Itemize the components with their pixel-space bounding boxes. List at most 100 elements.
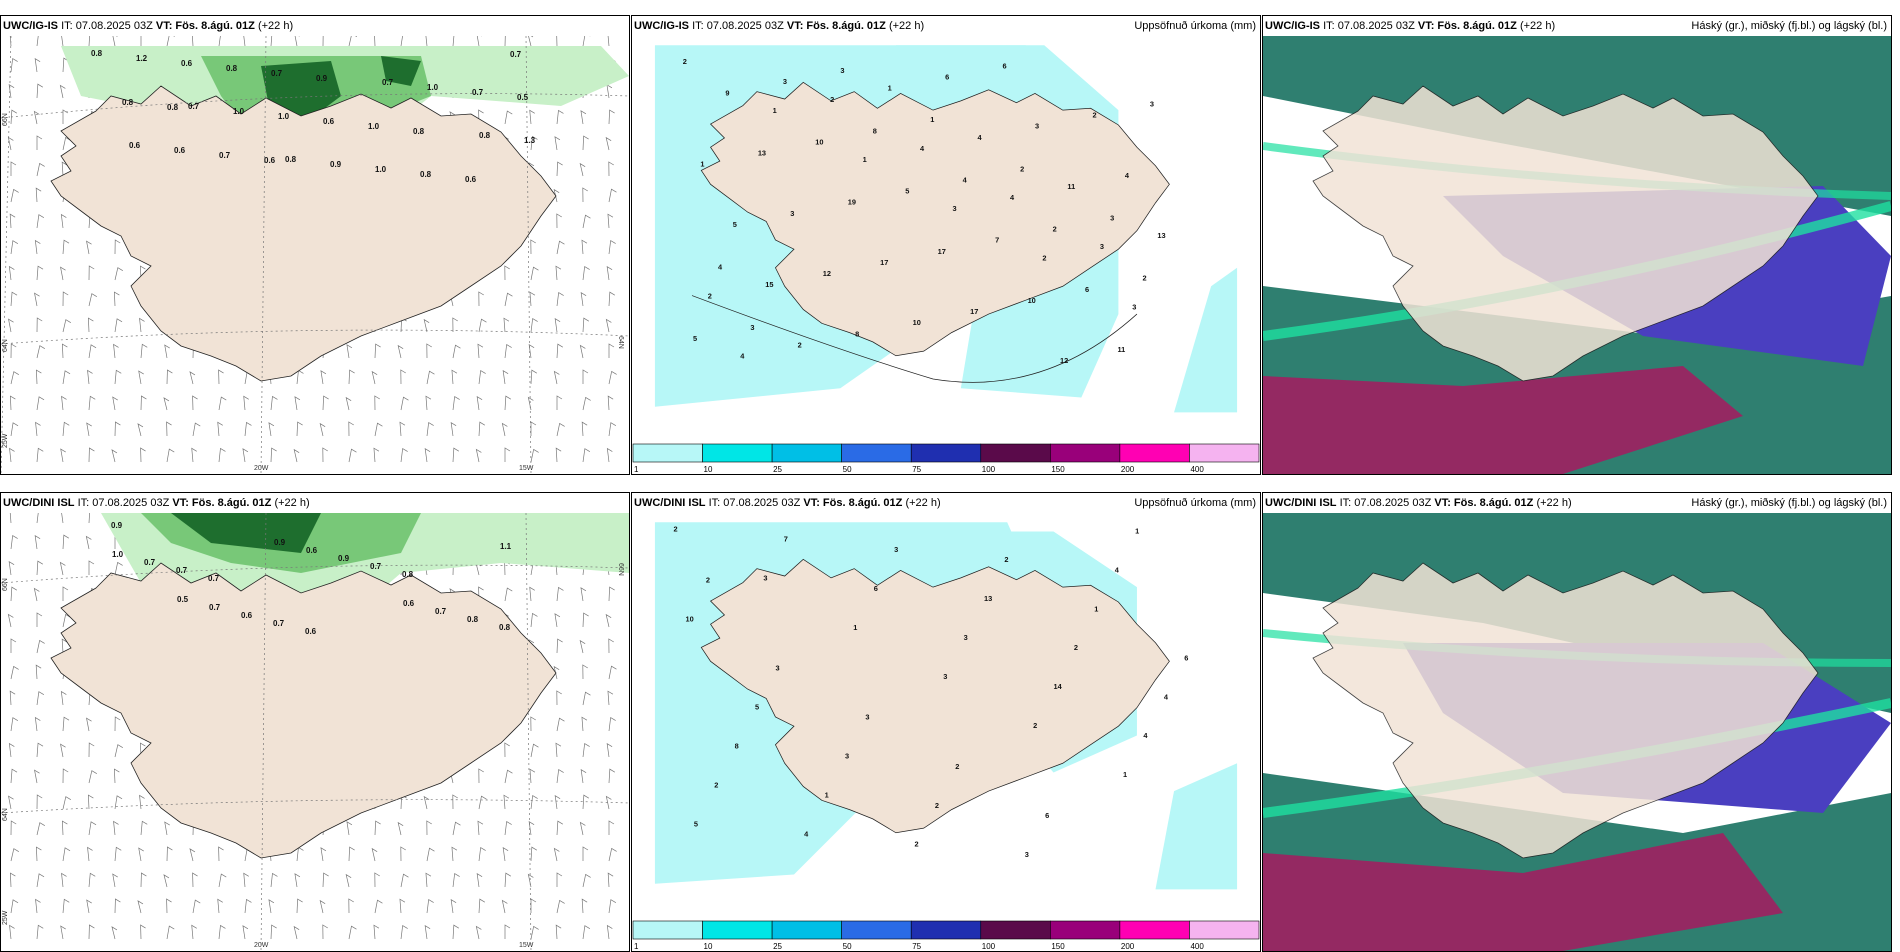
precip-value-label: 0.9	[330, 160, 342, 169]
precip-value-label: 9	[725, 88, 729, 97]
wind-barb	[556, 872, 563, 887]
wind-barb	[62, 421, 70, 437]
wind-barb	[582, 448, 591, 463]
wind-barb	[555, 265, 562, 281]
init-time: IT: 07.08.2025 03Z	[61, 20, 153, 32]
wind-barb	[478, 768, 484, 784]
wind-barb	[605, 136, 612, 151]
precip-value-label: 1.0	[278, 112, 290, 121]
wind-barb	[423, 318, 430, 333]
precip-value-label: 1	[888, 84, 892, 93]
wind-barb	[10, 638, 17, 653]
wind-barb	[556, 638, 563, 654]
wind-barb	[163, 397, 170, 411]
precip-value-label: 13	[984, 594, 992, 603]
wind-barb	[9, 395, 16, 411]
precip-value-label: 2	[914, 840, 918, 849]
wind-barb	[113, 768, 120, 784]
wind-barb	[580, 110, 587, 125]
wind-barb	[87, 369, 93, 385]
colorbar-swatch	[771, 920, 842, 940]
lat-label-66: 66N	[2, 578, 9, 591]
wind-precip-map: 0.8 0.7 0.8 0.7 0.8 1.2 1.0 0.9 1.0 1.3 0.6 1.0 1.0 0…	[1, 36, 629, 474]
wind-barb	[606, 266, 613, 281]
precip-value-label: 0.7	[144, 558, 156, 567]
wind-barb	[582, 265, 590, 281]
iceland-land	[700, 81, 1170, 357]
colorbar-swatch	[980, 443, 1051, 463]
panel-title: Háský (gr.), miðský (fj.bl.) og lágský (…	[1691, 20, 1887, 32]
wind-barb	[530, 925, 539, 940]
wind-barb	[348, 36, 358, 47]
wind-barb	[139, 742, 146, 758]
wind-barb	[477, 820, 484, 836]
wind-barb	[140, 924, 146, 940]
wind-barb	[36, 214, 45, 229]
precip-value-label: 2	[1074, 643, 1078, 652]
wind-barb	[10, 665, 19, 680]
wind-barb	[504, 292, 513, 307]
wind-barb	[478, 369, 486, 385]
wind-barb	[579, 639, 586, 654]
wind-barb	[294, 396, 301, 411]
wind-barb	[606, 743, 613, 758]
wind-barb	[294, 873, 301, 888]
init-time: IT: 07.08.2025 03Z	[1323, 20, 1415, 32]
precip-value-label: 14	[1054, 682, 1063, 691]
precip-value-label: 0.6	[181, 59, 193, 68]
precip-value-label: 0.8	[420, 170, 432, 179]
wind-barb	[580, 292, 587, 307]
wind-barb	[218, 36, 221, 47]
precip-value-label: 0.7	[271, 69, 283, 78]
wind-barb	[345, 873, 352, 888]
wind-barb	[111, 449, 118, 463]
colorbar-swatch	[632, 920, 703, 940]
precip-value-label: 12	[823, 269, 831, 278]
wind-barb	[35, 664, 42, 680]
wind-barb	[554, 795, 561, 810]
wind-barb	[348, 369, 355, 385]
wind-barb	[10, 422, 19, 437]
wind-barb	[529, 586, 535, 602]
precip-value-label: 1.2	[136, 54, 148, 63]
wind-barb	[88, 513, 90, 524]
lat-label-right: 64N	[617, 336, 624, 349]
wind-barb	[530, 612, 538, 628]
wind-barb	[556, 161, 563, 177]
wind-barb	[451, 846, 458, 862]
wind-barb	[61, 820, 68, 836]
precip-cyan-area-3	[1174, 267, 1238, 413]
wind-barb	[61, 872, 67, 888]
precip-value-label: 4	[1010, 193, 1015, 202]
iceland-land	[1312, 562, 1819, 859]
wind-barb	[85, 535, 92, 550]
precip-value-label: 0.6	[323, 117, 335, 126]
wind-barb	[530, 266, 539, 281]
wind-barb	[582, 612, 589, 628]
wind-barb	[114, 795, 123, 810]
precip-value-label: 3	[783, 77, 787, 86]
precip-value-label: 2	[708, 291, 712, 300]
wind-barb	[608, 586, 615, 602]
precip-value-label: 11	[1067, 182, 1075, 191]
wind-barb	[477, 343, 484, 359]
iceland-land	[1312, 85, 1819, 382]
wind-barb	[476, 396, 483, 411]
wind-barb	[62, 586, 69, 601]
wind-barb	[581, 239, 588, 255]
wind-barb	[606, 924, 613, 940]
precip-value-label: 4	[963, 175, 968, 184]
precip-value-label: 6	[1184, 653, 1188, 662]
wind-barb	[374, 899, 383, 914]
wind-barb	[36, 83, 44, 99]
wind-barb	[10, 109, 18, 125]
wind-barb	[61, 161, 68, 177]
wind-barb	[581, 716, 588, 732]
wind-barb	[88, 344, 97, 359]
wind-barb	[62, 898, 70, 914]
wind-barb	[553, 665, 560, 680]
wind-barb	[345, 396, 352, 411]
wind-barb	[114, 369, 122, 385]
wind-barb	[582, 369, 589, 384]
wind-barb	[400, 396, 409, 411]
